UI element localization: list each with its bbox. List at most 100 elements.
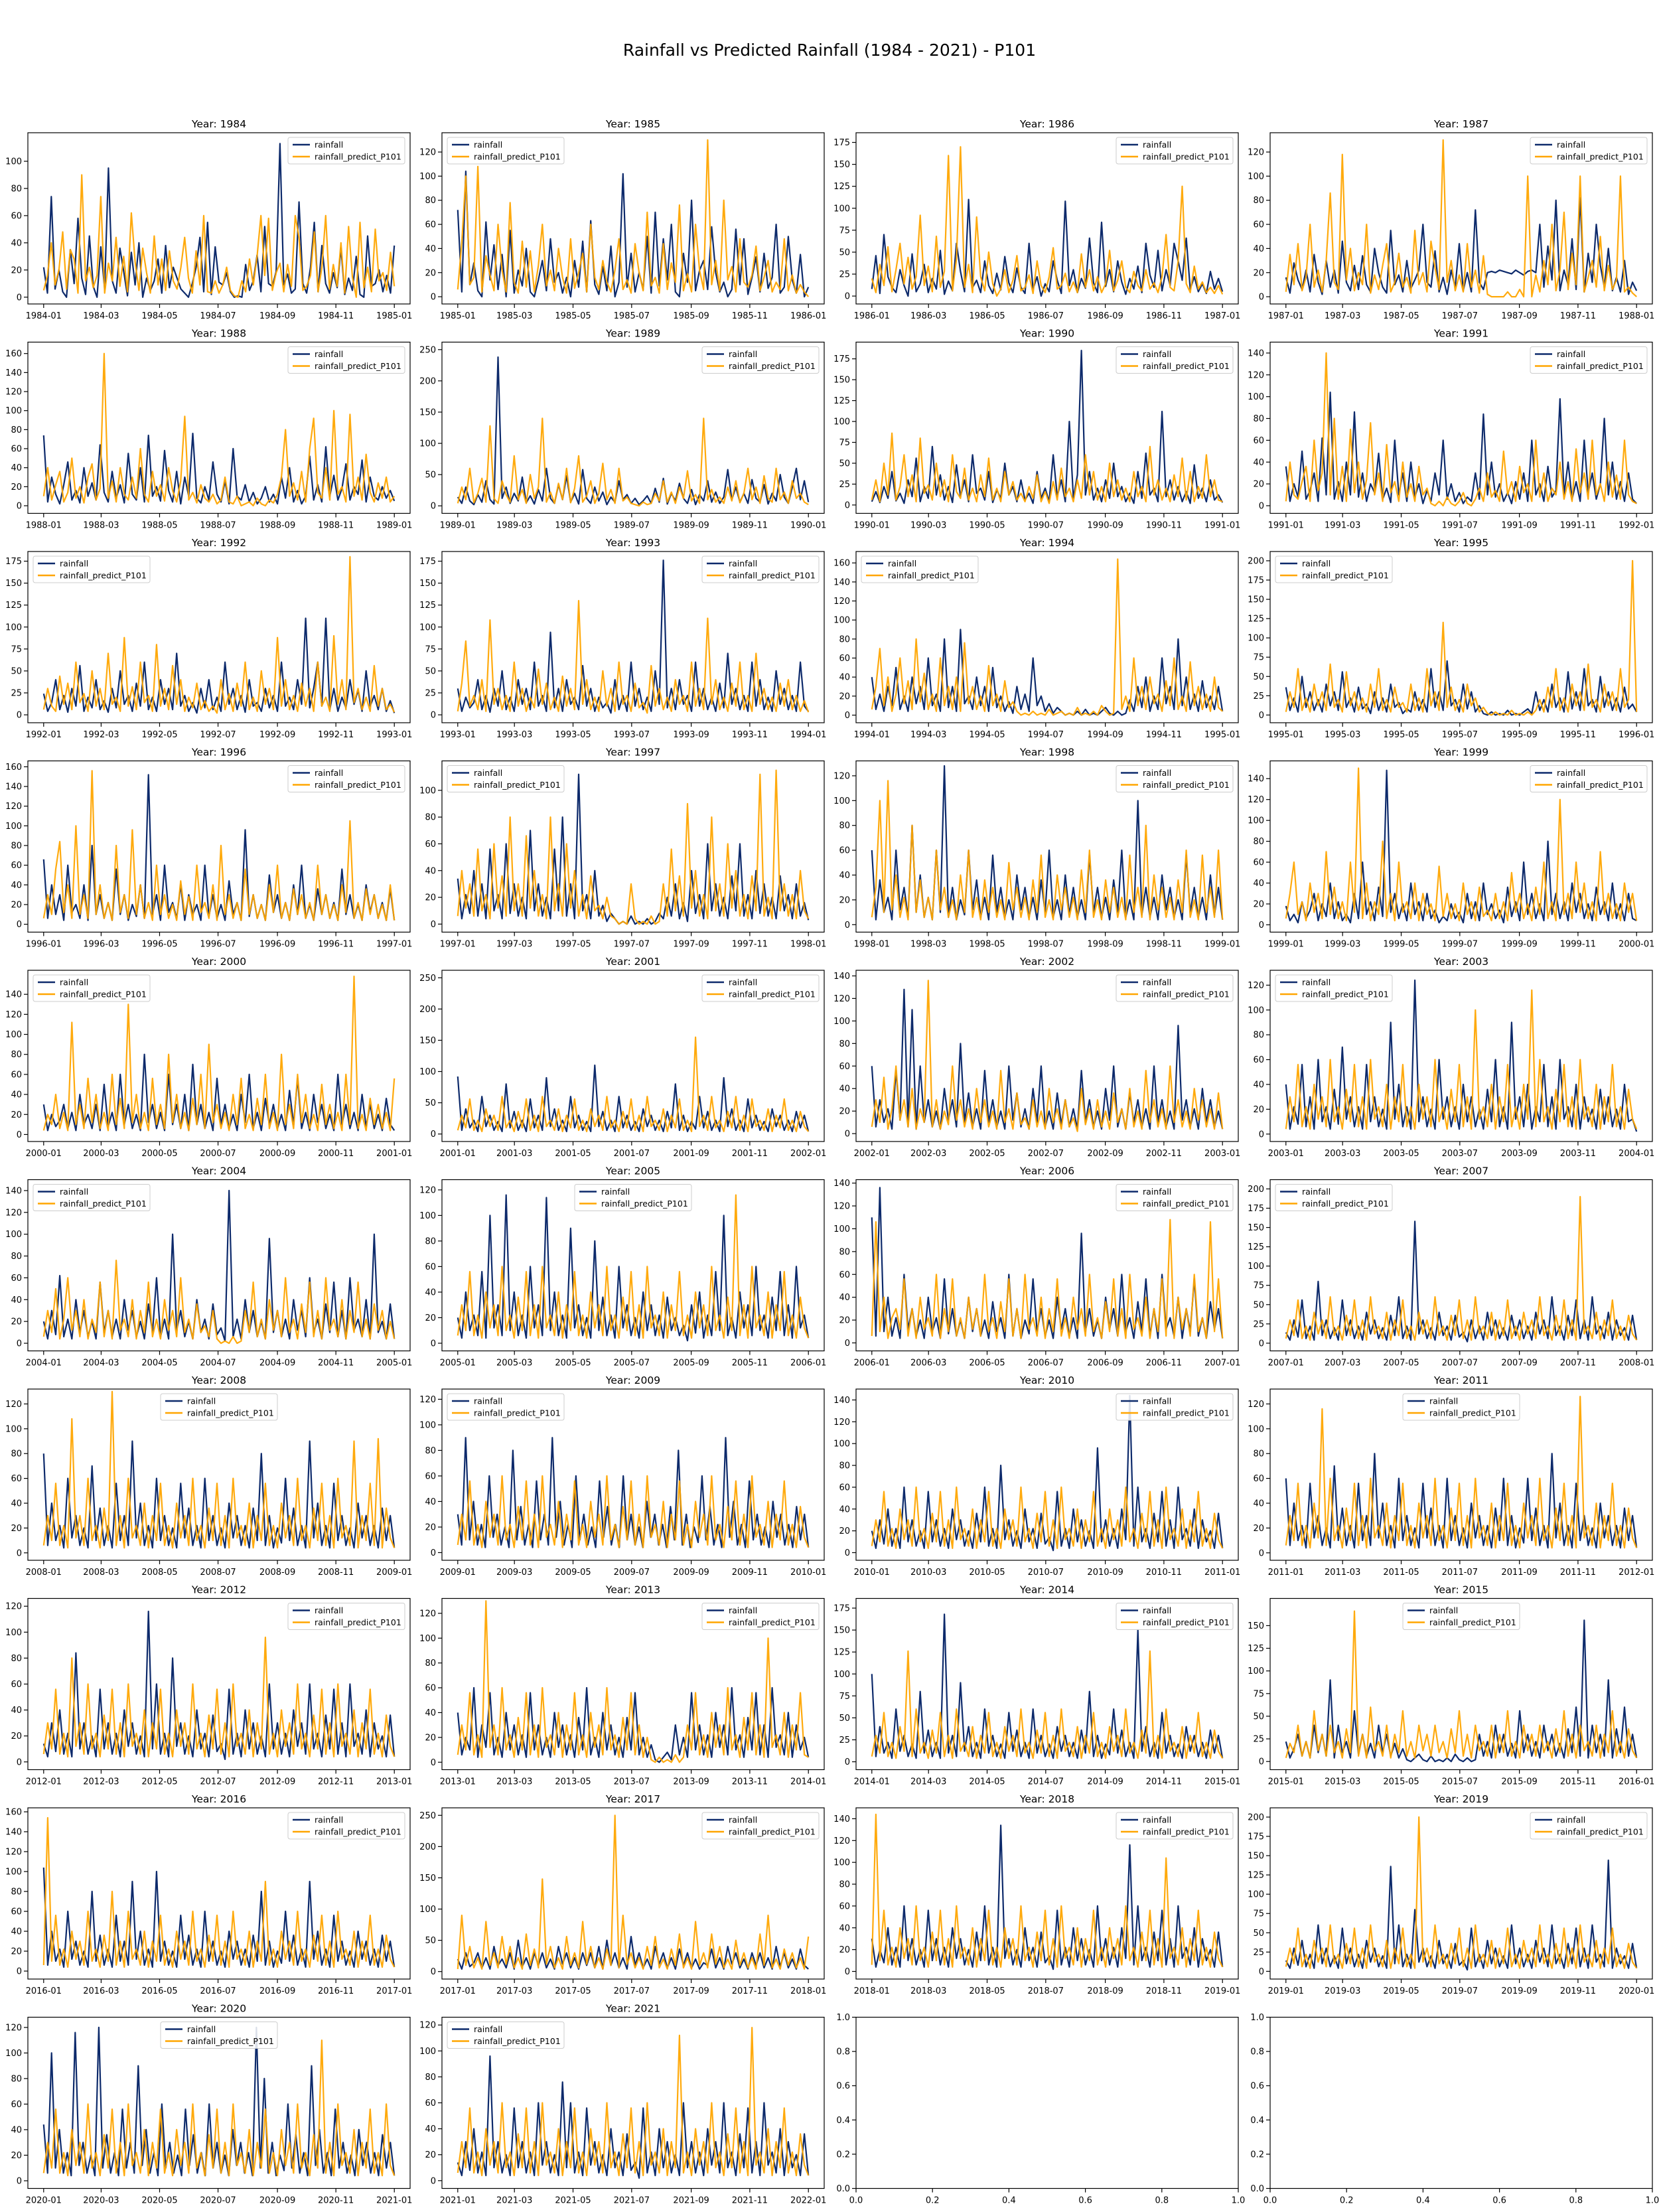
x-tick-label: 2011-07 — [1442, 1568, 1478, 1578]
subplot-title: Year: 1986 — [1019, 118, 1074, 130]
subplot-title: Year: 2000 — [191, 956, 246, 968]
y-tick-label: 60 — [11, 445, 22, 455]
legend: rainfall rainfall_predict_P101 — [33, 1184, 151, 1211]
axes-frame — [855, 1597, 1239, 1771]
y-tick-label: 0.8 — [1250, 2047, 1264, 2057]
x-tick-label: 2004-03 — [83, 1359, 119, 1368]
x-tick-label: 1987-01 — [1268, 311, 1304, 321]
x-tick-label: 2016-03 — [83, 1986, 119, 1996]
y-tick-label: 100 — [1248, 1890, 1264, 1900]
x-tick-label: 2020-07 — [200, 2196, 236, 2206]
y-tick-label: 40 — [11, 1090, 22, 1100]
x-tick-label: 2016-01 — [1619, 1777, 1654, 1787]
y-tick-label: 20 — [1253, 1105, 1264, 1115]
y-tick-label: 80 — [839, 821, 850, 831]
y-tick-label: 125 — [833, 182, 850, 192]
legend: rainfall rainfall_predict_P101 — [447, 137, 565, 165]
legend-label-predict: rainfall_predict_P101 — [729, 1617, 816, 1627]
y-tick-label: 40 — [11, 238, 22, 248]
x-tick-label: 2012-07 — [200, 1777, 236, 1787]
subplot-empty-38: 0.0 0.2 0.4 0.6 0.8 1.0 0.0 0.2 0.4 0.6 0.8 1.0 — [836, 2013, 1245, 2206]
x-tick-label: 2009-07 — [614, 1568, 650, 1578]
series-line-predict — [871, 1650, 1224, 1759]
axes-frame — [855, 132, 1239, 305]
subplot-title: Year: 1995 — [1433, 537, 1488, 549]
axes-frame — [1269, 132, 1653, 305]
y-tick-label: 50 — [839, 1714, 850, 1724]
y-tick-label: 100 — [833, 1017, 850, 1027]
x-tick-label: 2017-03 — [496, 1986, 532, 1996]
x-tick-label: 2018-01 — [790, 1986, 826, 1996]
series-line-predict — [871, 1486, 1224, 1549]
subplot-title: Year: 1993 — [605, 537, 660, 549]
axes-frame — [27, 1597, 411, 1771]
legend-label-predict: rainfall_predict_P101 — [1143, 780, 1230, 790]
y-tick-label: 25 — [425, 689, 436, 699]
legend-label-rainfall: rainfall — [1557, 349, 1585, 359]
series-line-predict — [871, 558, 1223, 716]
y-tick-label: 75 — [425, 644, 436, 654]
series-line-predict — [1285, 1816, 1638, 1969]
legend-label-rainfall: rainfall — [60, 1187, 88, 1197]
y-tick-label: 80 — [425, 1236, 436, 1246]
x-tick-label: 1995-07 — [1442, 730, 1478, 740]
legend-label-rainfall: rainfall — [888, 558, 916, 568]
legend-box — [1116, 137, 1234, 165]
legend-label-rainfall: rainfall — [315, 1814, 343, 1824]
legend-box — [701, 1812, 820, 1840]
legend-label-predict: rainfall_predict_P101 — [474, 1408, 561, 1418]
x-tick-label: 1994-07 — [1028, 730, 1064, 740]
y-tick-label: 140 — [833, 1396, 850, 1406]
y-tick-label: 40 — [425, 1708, 436, 1718]
x-tick-label: 1986-05 — [969, 311, 1005, 321]
x-tick-label: 2018-11 — [1146, 1986, 1182, 1996]
y-tick-label: 40 — [1253, 1080, 1264, 1090]
x-tick-label: 1989-01 — [376, 521, 412, 531]
y-tick-label: 100 — [1248, 172, 1264, 182]
x-tick-label: 2006-01 — [790, 1359, 826, 1368]
y-tick-label: 0 — [845, 1757, 850, 1767]
series-line-predict — [871, 1813, 1224, 1968]
series-line-predict — [42, 2039, 396, 2177]
x-tick-label: 2019-07 — [1442, 1986, 1478, 1996]
series-line-rainfall — [42, 1053, 396, 1132]
x-tick-label: 2013-01 — [376, 1777, 412, 1787]
legend-label-rainfall: rainfall — [729, 558, 757, 568]
y-tick-label: 120 — [1248, 1400, 1264, 1410]
y-tick-label: 0 — [17, 1757, 22, 1767]
legend-label-predict: rainfall_predict_P101 — [1143, 1199, 1230, 1209]
x-tick-label: 2007-01 — [1268, 1359, 1304, 1368]
series-line-predict — [457, 2027, 810, 2177]
legend-label-predict: rainfall_predict_P101 — [1143, 1826, 1230, 1836]
y-tick-label: 1.0 — [1250, 2013, 1264, 2023]
x-tick-label: 2004-09 — [259, 1359, 295, 1368]
x-tick-label: 2021-01 — [440, 2196, 476, 2206]
axes-frame — [441, 760, 825, 933]
x-tick-label: 1987-09 — [1501, 311, 1537, 321]
x-tick-label: 2007-01 — [1204, 1359, 1240, 1368]
subplot-title: Year: 1990 — [1019, 328, 1074, 340]
y-tick-label: 0 — [1259, 293, 1264, 303]
y-tick-label: 60 — [839, 1901, 850, 1911]
subplot-2016: 2016-01 2016-03 2016-05 2016-07 2016-09 2016-… — [5, 1793, 412, 1996]
x-tick-label: 2011-01 — [1204, 1568, 1240, 1578]
legend-label-predict: rainfall_predict_P101 — [729, 1826, 816, 1836]
y-tick-label: 160 — [5, 1808, 22, 1818]
y-tick-label: 40 — [839, 871, 850, 881]
axes-frame — [855, 1179, 1239, 1352]
x-tick-label: 2015-09 — [1501, 1777, 1537, 1787]
legend-label-predict: rainfall_predict_P101 — [1557, 361, 1644, 371]
axes-frame — [27, 341, 411, 514]
subplot-title: Year: 1994 — [1019, 537, 1074, 549]
subplot-title: Year: 1998 — [1019, 747, 1074, 759]
subplot-title: Year: 2009 — [605, 1374, 660, 1386]
y-tick-label: 0 — [17, 502, 22, 512]
y-tick-label: 0 — [845, 292, 850, 302]
y-tick-label: 120 — [5, 2023, 22, 2033]
x-tick-label: 2017-05 — [555, 1986, 591, 1996]
legend-label-rainfall: rainfall — [601, 1187, 630, 1197]
y-tick-label: 20 — [1253, 1524, 1264, 1534]
y-tick-label: 60 — [839, 1270, 850, 1280]
series-line-rainfall — [1285, 769, 1637, 924]
legend-label-rainfall: rainfall — [187, 1396, 216, 1406]
